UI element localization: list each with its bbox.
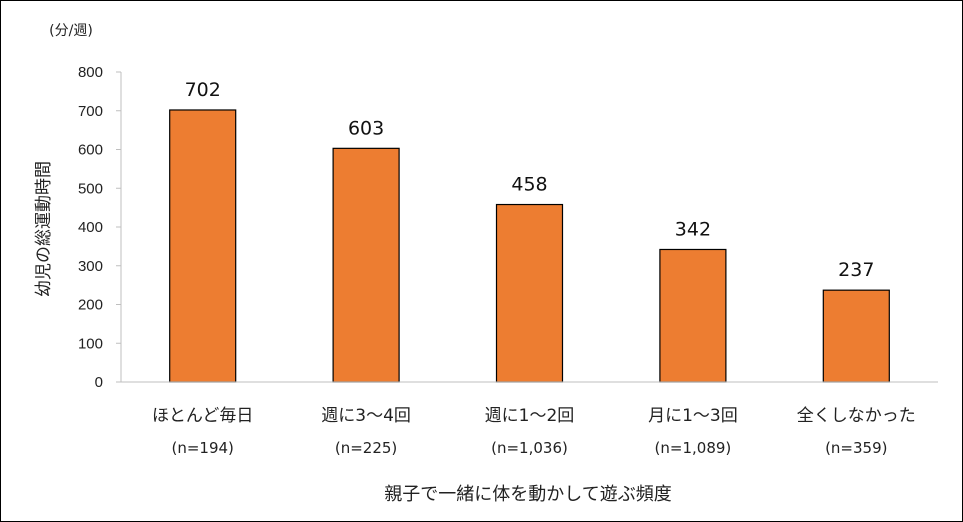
x-axis-title: 親子で一緒に体を動かして遊ぶ頻度 [384, 484, 671, 505]
bar [495, 203, 564, 383]
unit-label: (分/週) [49, 23, 93, 39]
y-tick-label: 800 [78, 64, 103, 81]
sample-size-label: (n=359) [825, 439, 887, 457]
plot-area: 0 100 200 300 400 500 600 700 800 702 ほとんど毎日 (n=194… [78, 64, 938, 457]
data-label: 702 [185, 79, 221, 101]
y-tick-label: 400 [78, 219, 103, 236]
sample-size-label: (n=194) [171, 439, 233, 457]
y-tick-label: 500 [78, 180, 103, 197]
data-label: 458 [511, 174, 547, 196]
y-tick-label: 200 [78, 297, 103, 314]
x-tick-label: 週に3～4回 [321, 406, 411, 426]
y-tick-label: 100 [78, 335, 103, 352]
y-axis-title: 幼児の総運動時間 [34, 161, 54, 297]
data-label: 237 [838, 259, 874, 281]
y-tick-label: 700 [78, 103, 103, 120]
x-tick-label: 月に1～3回 [648, 406, 738, 426]
bar [332, 147, 400, 383]
bar [822, 289, 890, 383]
x-tick-label: 週に1～2回 [485, 406, 575, 426]
bar [169, 109, 237, 383]
sample-size-label: (n=1,036) [491, 439, 568, 457]
sample-size-label: (n=225) [335, 439, 397, 457]
y-tick-label: 0 [95, 374, 103, 391]
y-tick-label: 300 [78, 258, 103, 275]
sample-size-label: (n=1,089) [655, 439, 732, 457]
x-tick-label: ほとんど毎日 [152, 406, 254, 426]
y-tick-label: 600 [78, 142, 103, 159]
data-label: 342 [675, 218, 711, 240]
data-label: 603 [348, 117, 384, 139]
bar [659, 248, 727, 383]
x-tick-label: 全くしなかった [797, 406, 916, 426]
